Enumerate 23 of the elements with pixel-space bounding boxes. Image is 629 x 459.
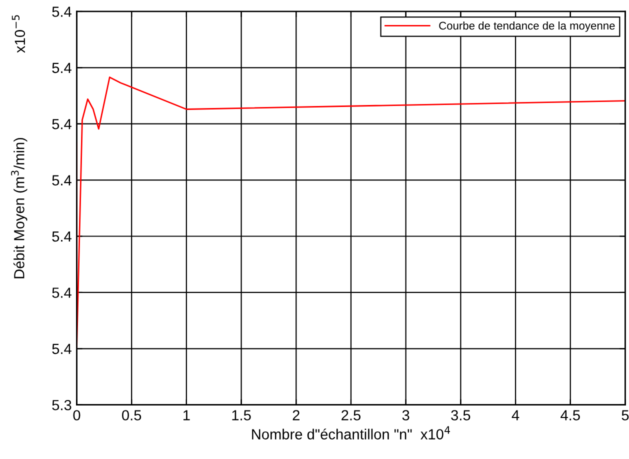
x-tick-label: 1.5 [232, 410, 251, 420]
x-tick-label: 5 [622, 410, 629, 420]
y-tick-label: 5.3 [52, 400, 72, 410]
x-tick-label: 3 [402, 410, 410, 420]
x-tick-label: 0.5 [122, 410, 142, 420]
x-tick-label: 2 [292, 410, 300, 420]
text: x10$^{−5}$ [12, 15, 26, 53]
y-tick-label: 5.4 [52, 232, 72, 242]
x-tick-label: 4 [512, 410, 520, 420]
y-axis-title: Débit Moyen (m$^{3}$/min) [11, 138, 28, 278]
y-tick-label: 5.4 [52, 62, 72, 74]
y-tick-label: 5.4 [52, 288, 72, 298]
y-tick-label: 5.4 [52, 344, 72, 354]
x-tick-label: 2.5 [342, 410, 361, 420]
y-tick-label: 5.4 [52, 119, 72, 130]
x-tick-label: 4.5 [560, 410, 580, 420]
x-axis-title: Nombre d"échantillon "n" x10$^{4}$ [252, 426, 450, 440]
legend-label: Courbe de tendance de la moyenne [439, 21, 615, 32]
x-tick-label: 1 [183, 410, 190, 420]
x-tick-label: 0 [73, 410, 80, 420]
y-tick-label: 5.4 [52, 6, 72, 17]
y-tick-label: 5.4 [52, 175, 72, 186]
x-tick-label: 3.5 [451, 410, 470, 420]
